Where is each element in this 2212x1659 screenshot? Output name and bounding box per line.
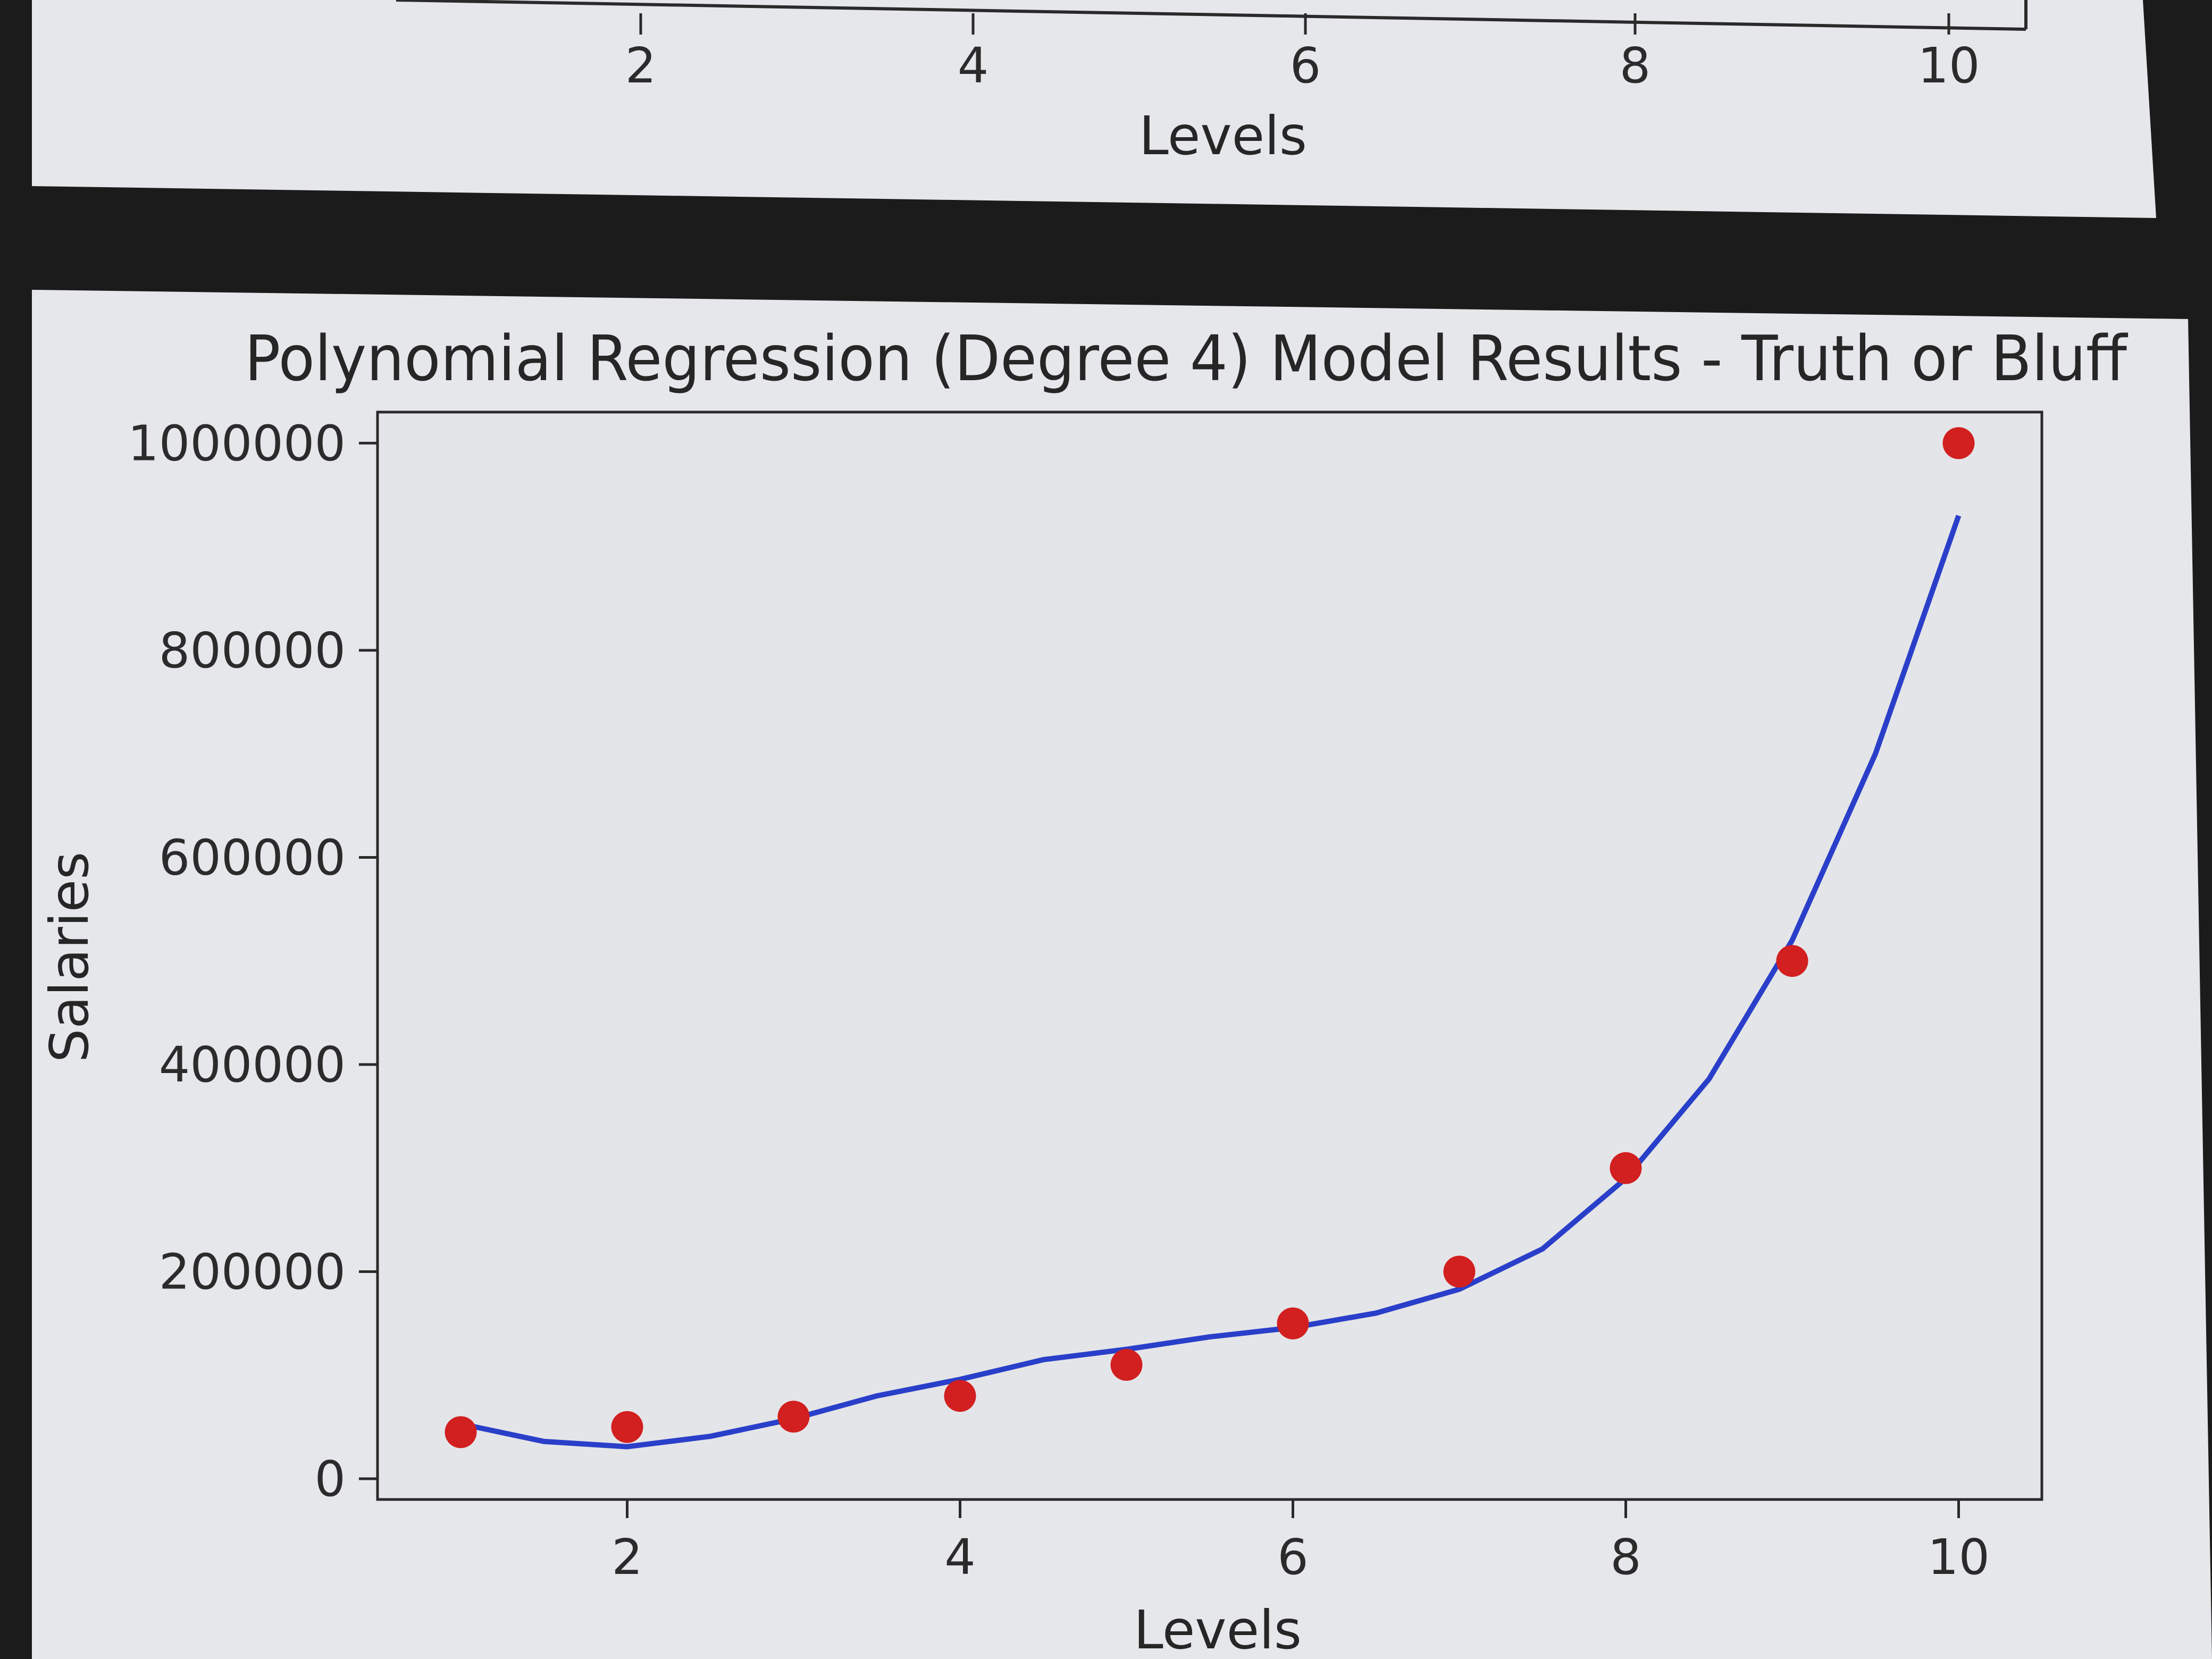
top-plot-panel — [32, 0, 2156, 218]
data-point — [611, 1411, 643, 1443]
fit-layer — [460, 515, 1962, 1449]
top-plot-x-ticks: 2 4 6 8 10 — [625, 13, 1980, 94]
data-point — [1776, 945, 1808, 977]
top-plot-axis-bottom — [396, 0, 2026, 31]
y-axis-ticks: 0 200000 400000 600000 800000 1000000 — [128, 415, 378, 1507]
x-tick-label: 8 — [1610, 1529, 1641, 1586]
x-tick-label: 4 — [944, 1529, 976, 1586]
x-tick-label: 10 — [1928, 1529, 1990, 1586]
data-point — [1277, 1307, 1309, 1339]
y-tick-label: 400000 — [159, 1036, 346, 1093]
data-point — [777, 1401, 810, 1433]
top-x-tick-label: 4 — [958, 37, 989, 94]
fit-line — [460, 515, 1962, 1449]
top-x-tick-label: 2 — [625, 37, 657, 94]
data-point — [445, 1416, 477, 1448]
y-tick-label: 600000 — [159, 829, 346, 886]
x-tick-label: 2 — [611, 1529, 643, 1586]
y-tick-label: 0 — [314, 1451, 346, 1507]
y-axis-label: Salaries — [38, 852, 100, 1062]
x-axis-ticks: 2 4 6 8 10 — [611, 1499, 1990, 1586]
chart-title: Polynomial Regression (Degree 4) Model R… — [245, 322, 2129, 395]
plot-area — [378, 412, 2042, 1499]
points-layer — [445, 427, 1975, 1448]
y-tick-label: 200000 — [159, 1244, 346, 1301]
plot-frame — [376, 410, 2043, 1501]
data-point — [1942, 427, 1975, 459]
data-point — [1443, 1255, 1476, 1288]
top-x-tick-label: 8 — [1620, 37, 1651, 94]
top-x-tick-label: 10 — [1917, 37, 1980, 94]
top-x-tick-label: 6 — [1290, 37, 1321, 94]
x-axis-label: Levels — [1134, 1599, 1302, 1659]
data-point — [1610, 1152, 1642, 1184]
main-chart: Polynomial Regression (Degree 4) Model R… — [38, 322, 2129, 1659]
x-tick-label: 6 — [1277, 1529, 1309, 1586]
data-point — [944, 1380, 976, 1412]
top-plot-x-axis-label: Levels — [1139, 105, 1307, 167]
y-tick-label: 800000 — [159, 622, 346, 679]
top-plot: 2 4 6 8 10 Levels — [396, 0, 2027, 167]
y-tick-label: 1000000 — [128, 415, 346, 472]
data-point — [1110, 1348, 1143, 1381]
